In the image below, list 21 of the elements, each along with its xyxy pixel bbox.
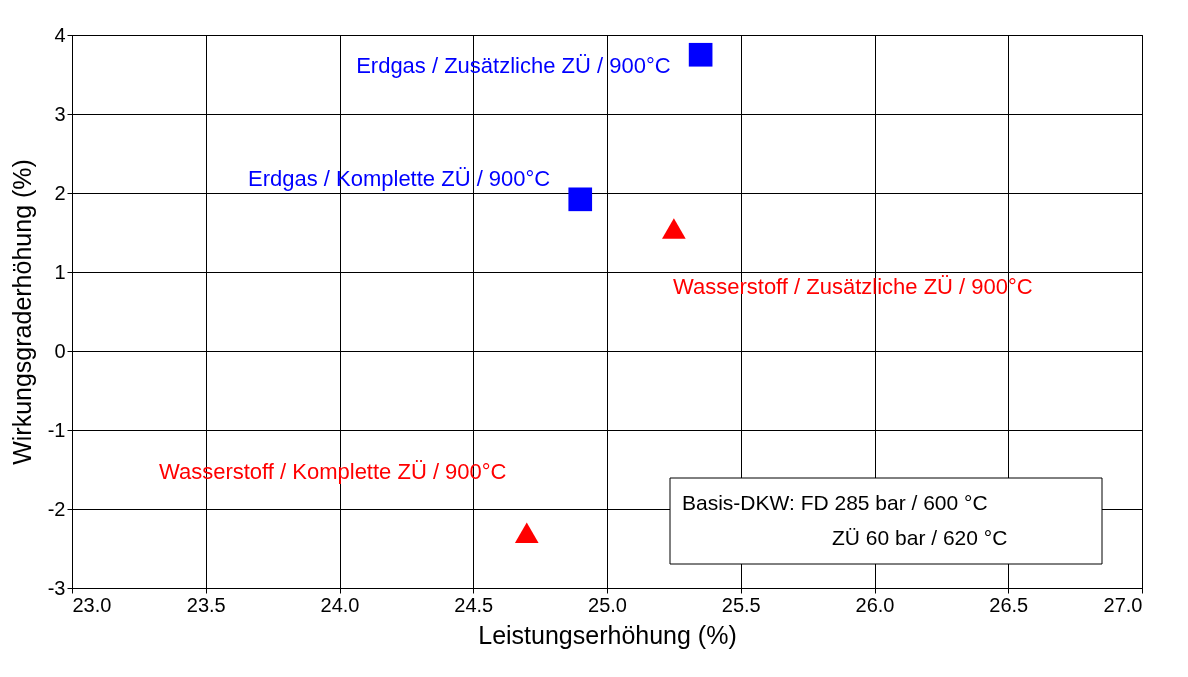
y-tick-label: 1 bbox=[54, 260, 66, 283]
x-tick-label: 26.0 bbox=[855, 593, 895, 616]
y-tick-label: 0 bbox=[54, 339, 66, 362]
annotation: Basis-DKW: FD 285 bar / 600 °C bbox=[682, 491, 988, 514]
x-tick-label: 24.5 bbox=[454, 593, 494, 616]
y-tick-label: 4 bbox=[54, 23, 66, 46]
x-tick-label: 25.5 bbox=[721, 593, 761, 616]
x-tick-label: 26.5 bbox=[989, 593, 1029, 616]
y-axis-title: Wirkungsgraderhöhung (%) bbox=[7, 159, 36, 465]
y-tick-label: 2 bbox=[54, 181, 66, 204]
x-axis-title: Leistungserhöhung (%) bbox=[478, 620, 737, 649]
y-tick-label: -3 bbox=[47, 576, 66, 599]
y-tick-label: -1 bbox=[47, 418, 66, 441]
x-tick-label: 27.0 bbox=[1103, 593, 1143, 616]
y-tick-label: -2 bbox=[47, 497, 66, 520]
x-tick-label: 25.0 bbox=[588, 593, 627, 616]
x-tick-label: 23.5 bbox=[186, 593, 226, 616]
x-tick-label: 23.0 bbox=[72, 593, 112, 616]
annotation: ZÜ 60 bar / 620 °C bbox=[832, 526, 1008, 549]
x-tick-label: 24.0 bbox=[320, 593, 360, 616]
y-tick-label: 3 bbox=[54, 102, 66, 125]
